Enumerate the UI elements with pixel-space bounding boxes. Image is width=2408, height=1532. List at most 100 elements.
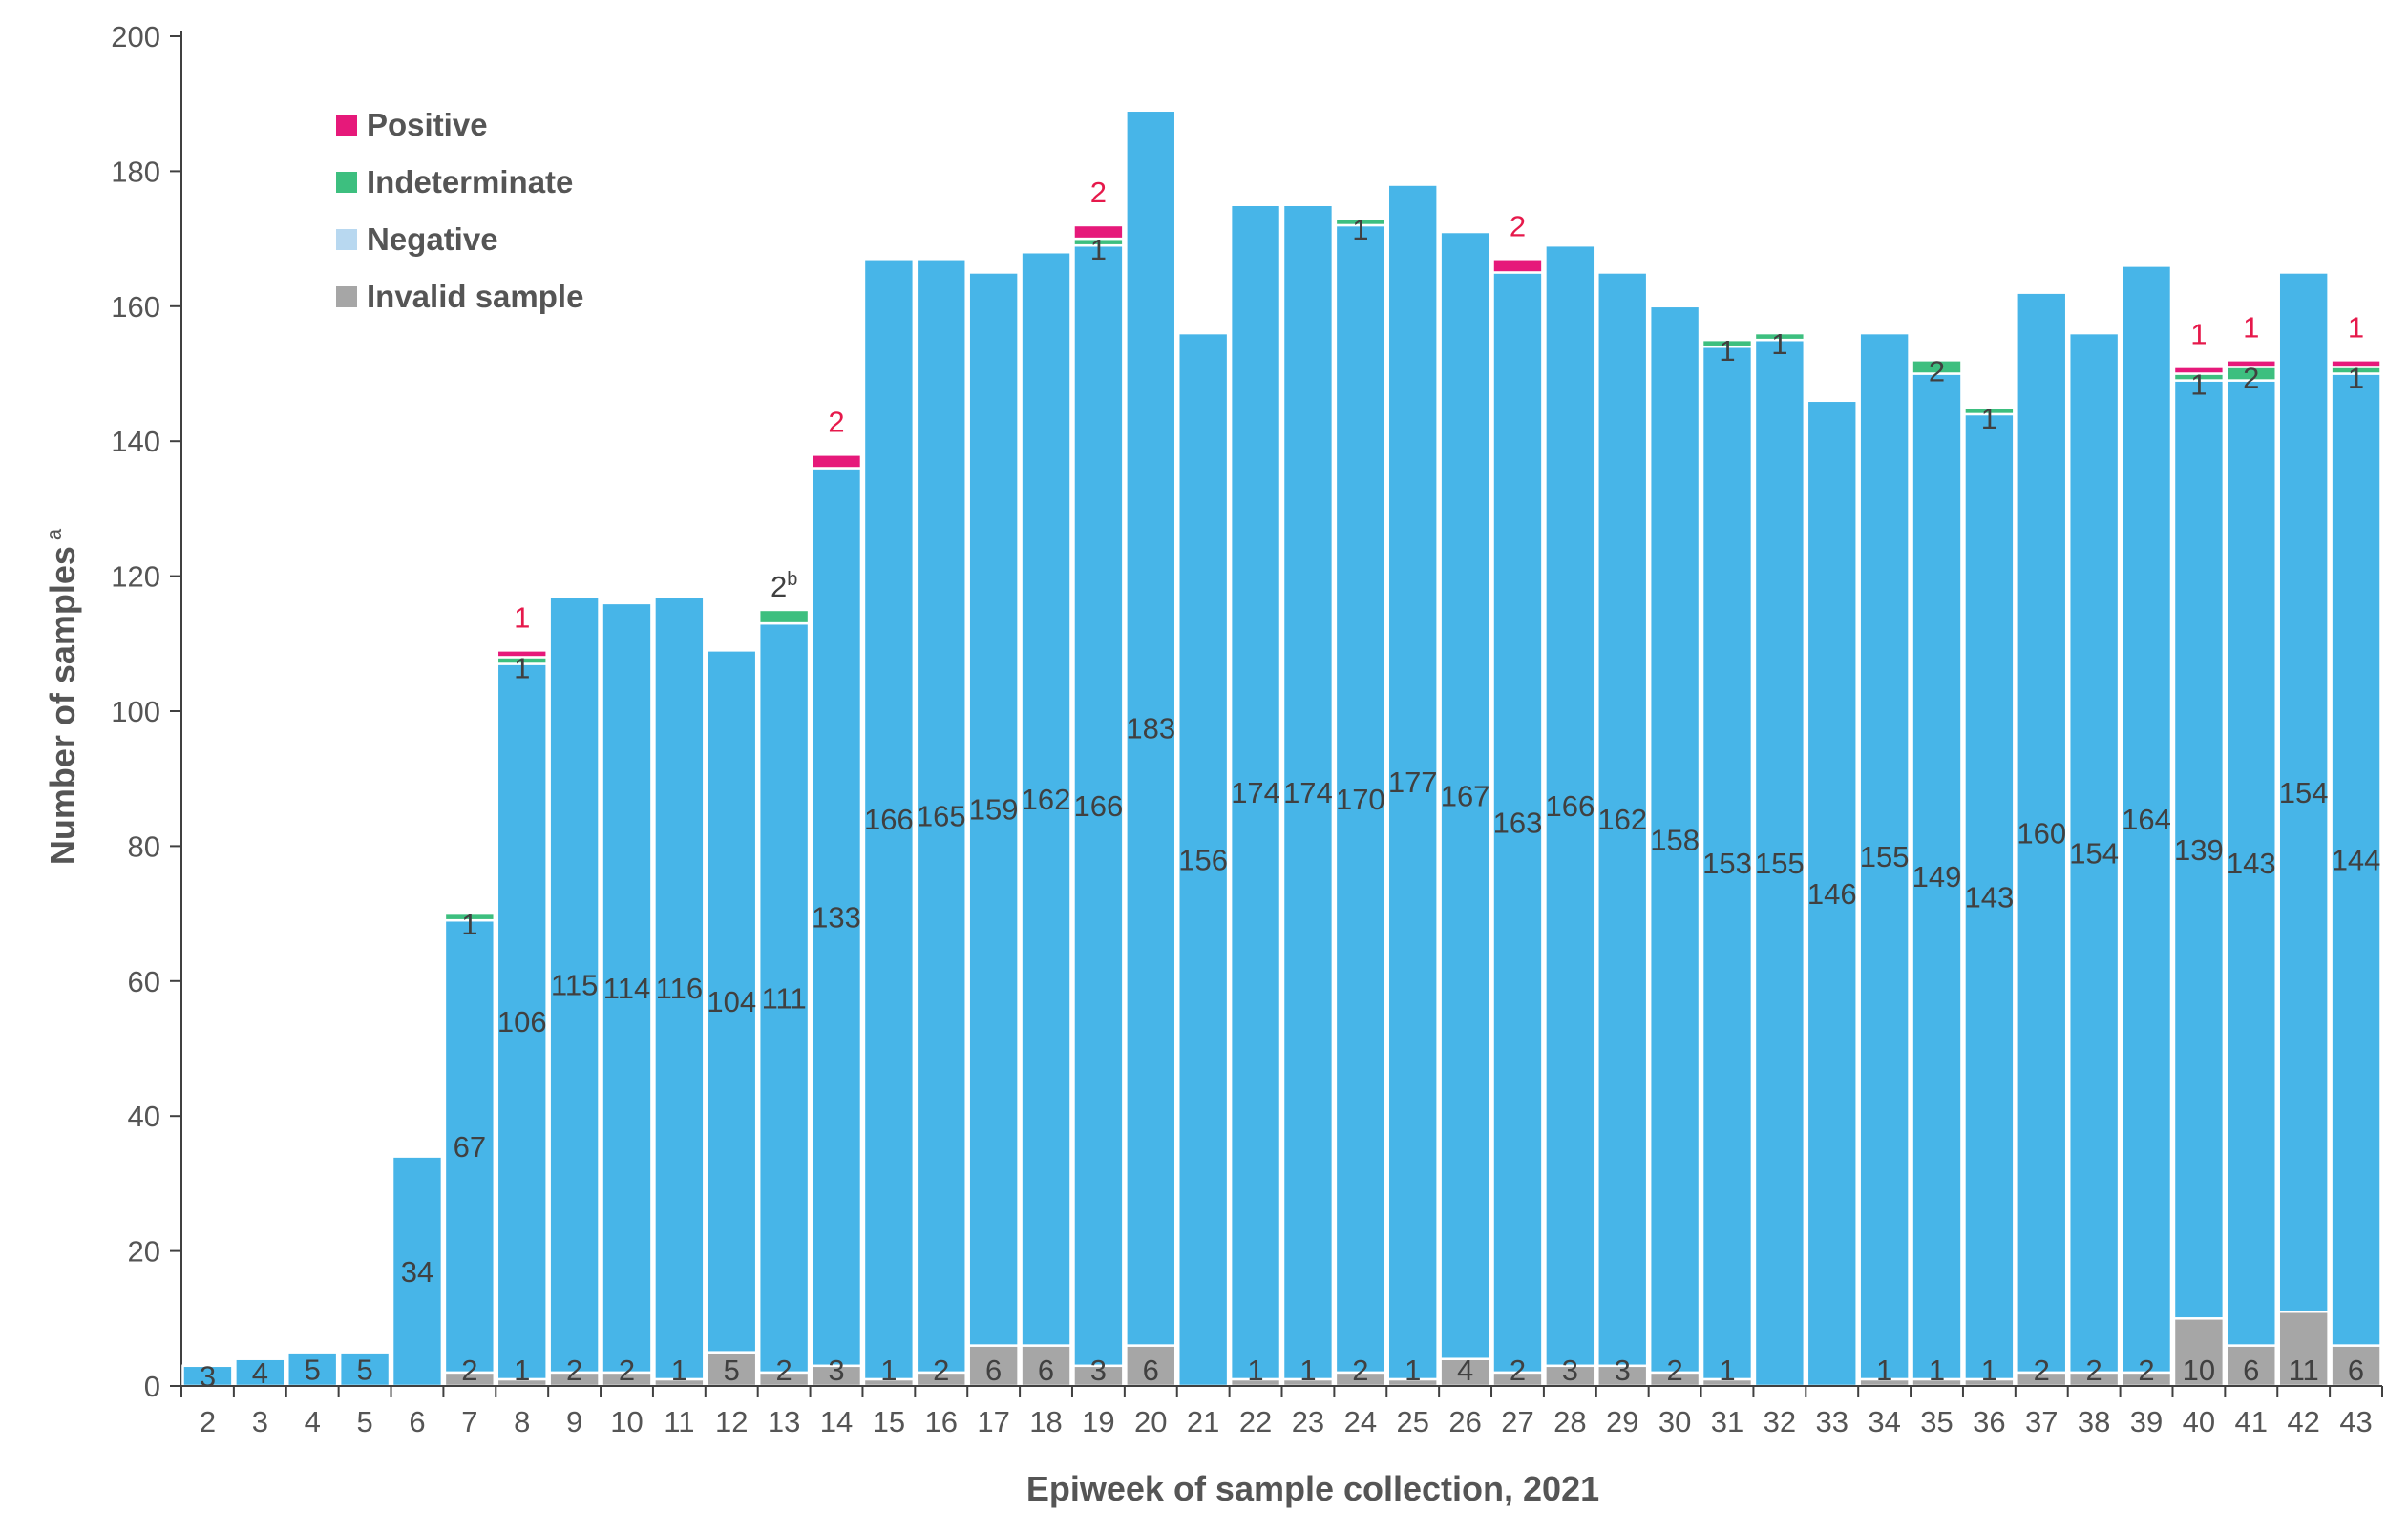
- y-tick-label: 60: [128, 965, 160, 998]
- data-label-negative: 167: [1441, 779, 1490, 812]
- legend-label-indeterminate: Indeterminate: [367, 164, 573, 199]
- data-label-negative: 164: [2122, 803, 2171, 836]
- data-label-negative: 154: [2069, 836, 2119, 870]
- data-label-invalid: 1: [671, 1354, 687, 1387]
- data-label-invalid: 2: [1510, 1354, 1526, 1387]
- data-label-negative: 156: [1178, 844, 1228, 877]
- data-label-invalid: 6: [2348, 1354, 2364, 1387]
- y-axis: 0 20 40 60 80 100 120 140 160 180 200: [111, 20, 182, 1403]
- data-label-negative: 159: [969, 793, 1019, 827]
- bar-segment-invalid: [706, 1351, 758, 1388]
- data-label-invalid: 6: [2243, 1354, 2259, 1387]
- data-label-positive: 1: [2190, 317, 2207, 350]
- bar-segment-negative: [1963, 412, 2016, 1381]
- data-label-invalid: 6: [985, 1354, 1002, 1387]
- data-label-negative: 170: [1336, 783, 1385, 816]
- bar-segment-negative: [1176, 331, 1230, 1388]
- bar-segment-negative: [1125, 109, 1177, 1347]
- legend-label-invalid: Invalid sample: [367, 279, 583, 314]
- data-label-invalid: 3: [1562, 1354, 1578, 1387]
- bar-segment-negative: [1386, 183, 1439, 1381]
- data-label-invalid: 2: [1666, 1354, 1682, 1387]
- annotation-value: 2: [771, 570, 787, 603]
- bar-segment-negative: [1596, 271, 1649, 1368]
- x-tick-label: 18: [1029, 1405, 1062, 1438]
- data-label-invalid: 3: [1090, 1354, 1107, 1387]
- x-tick-label: 16: [925, 1405, 958, 1438]
- bar-segment-indeterminate: [1963, 406, 2016, 416]
- y-tick-label: 100: [111, 695, 160, 728]
- x-tick-label: 34: [1868, 1405, 1900, 1438]
- x-tick-label: 42: [2287, 1405, 2319, 1438]
- bar-segment-negative: [1229, 203, 1282, 1381]
- data-label-negative: 155: [1860, 840, 1910, 873]
- data-label-positive: 1: [2243, 310, 2259, 344]
- bars: [181, 109, 2382, 1388]
- data-label-negative: 166: [1545, 789, 1595, 823]
- bar-segment-positive: [1072, 223, 1125, 241]
- x-tick-label: 12: [715, 1405, 748, 1438]
- y-tick-label: 120: [111, 560, 160, 594]
- data-label-invalid: 1: [880, 1354, 897, 1387]
- x-tick-label: 11: [664, 1405, 694, 1438]
- x-tick-label: 3: [252, 1405, 268, 1438]
- data-label-invalid: 2: [776, 1354, 792, 1387]
- x-tick-label: 13: [768, 1405, 800, 1438]
- bar-segment-negative: [2067, 331, 2121, 1375]
- x-tick-label: 32: [1764, 1405, 1796, 1438]
- bar-segment-indeterminate: [1911, 359, 1963, 375]
- bar-segment-negative: [338, 1351, 391, 1388]
- bar-segment-negative: [1334, 223, 1387, 1375]
- bar-segment-negative: [286, 1351, 339, 1388]
- data-label-negative: 153: [1702, 847, 1752, 880]
- data-labels: 3 4 5 5346721106111115211421161104511122b13…: [200, 176, 2381, 1393]
- x-tick-label: 37: [2025, 1405, 2058, 1438]
- x-tick-label: 33: [1816, 1405, 1848, 1438]
- y-tick-label: 140: [111, 425, 160, 458]
- data-label-negative: 4: [252, 1356, 268, 1390]
- x-tick-label: 8: [514, 1405, 530, 1438]
- x-tick-label: 43: [2339, 1405, 2372, 1438]
- data-label-invalid: 1: [514, 1354, 530, 1387]
- x-tick-label: 7: [461, 1405, 477, 1438]
- data-label-indeterminate: 1: [461, 908, 477, 941]
- data-label-indeterminate: 2: [2243, 361, 2259, 394]
- data-label-negative: 106: [497, 1005, 547, 1039]
- bar-segment-negative: [757, 621, 811, 1375]
- x-tick-label: 5: [356, 1405, 372, 1438]
- x-tick-label: 10: [610, 1405, 643, 1438]
- data-label-invalid: 1: [1299, 1354, 1316, 1387]
- bar-segment-negative: [443, 918, 496, 1375]
- data-label-negative: 104: [707, 985, 756, 1018]
- data-label-negative: 143: [2227, 847, 2276, 880]
- bar-segment-positive: [1491, 258, 1544, 274]
- y-tick-label: 200: [111, 20, 160, 53]
- bar-segment-positive: [496, 649, 548, 659]
- data-label-invalid: 2: [1352, 1354, 1368, 1387]
- data-label-invalid: 5: [724, 1354, 740, 1387]
- data-label-invalid: 6: [1038, 1354, 1054, 1387]
- y-axis-title-group: Number of samples a: [42, 528, 82, 865]
- y-tick-label: 160: [111, 290, 160, 324]
- bar-segment-negative: [2277, 271, 2330, 1313]
- data-label-negative: 67: [454, 1130, 486, 1164]
- x-axis: 2 3 4 5 6 7 8 9 10 11 12 13 14 15 16 17 18 19 20 21 22 23 24 25…: [180, 1385, 2383, 1438]
- data-label-invalid: 1: [1981, 1354, 1997, 1387]
- bar-segment-positive: [2330, 359, 2382, 368]
- x-tick-label: 15: [873, 1405, 905, 1438]
- data-label-invalid: 1: [1405, 1354, 1421, 1387]
- legend-swatch-positive: [336, 115, 357, 136]
- bar-segment-negative: [1020, 250, 1072, 1347]
- data-label-invalid: 10: [2183, 1354, 2215, 1387]
- y-axis-title-main: Number of samples: [43, 546, 82, 865]
- annotation-superscript: b: [787, 569, 797, 590]
- x-tick-label: 38: [2078, 1405, 2110, 1438]
- data-label-negative: 111: [762, 981, 807, 1015]
- data-label-negative: 115: [551, 968, 598, 1001]
- bar-segment-indeterminate: [443, 912, 496, 922]
- bar-segment-invalid: [2277, 1310, 2330, 1388]
- data-label-negative: 143: [1965, 880, 2015, 913]
- bar-segment-indeterminate: [757, 608, 811, 625]
- data-label-negative: 149: [1912, 860, 1962, 893]
- bar-segment-negative: [2172, 379, 2226, 1320]
